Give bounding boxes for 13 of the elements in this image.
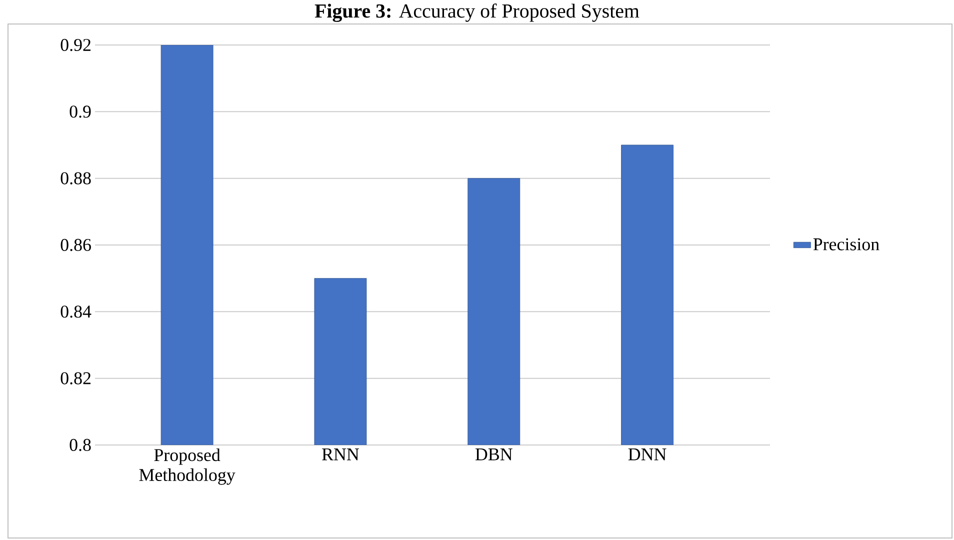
y-tick-label: 0.88 bbox=[60, 172, 91, 184]
legend-label: Precision bbox=[813, 238, 880, 250]
y-tick-label: 0.9 bbox=[70, 106, 91, 118]
y-tick-label: 0.92 bbox=[60, 38, 91, 52]
y-tick-label: 0.84 bbox=[60, 306, 92, 318]
x-tick-label: Proposed Methodology bbox=[139, 448, 236, 485]
y-tick-label: 0.86 bbox=[60, 238, 91, 252]
x-tick-label: DBN bbox=[475, 448, 512, 460]
y-tick-label: 0.8 bbox=[70, 438, 91, 452]
x-tick-label: DNN bbox=[628, 448, 666, 460]
y-tick-label: 0.82 bbox=[60, 372, 91, 384]
chart-title: Figure 3: Accuracy of Proposed System bbox=[314, 4, 640, 22]
x-tick-label: RNN bbox=[322, 448, 359, 460]
